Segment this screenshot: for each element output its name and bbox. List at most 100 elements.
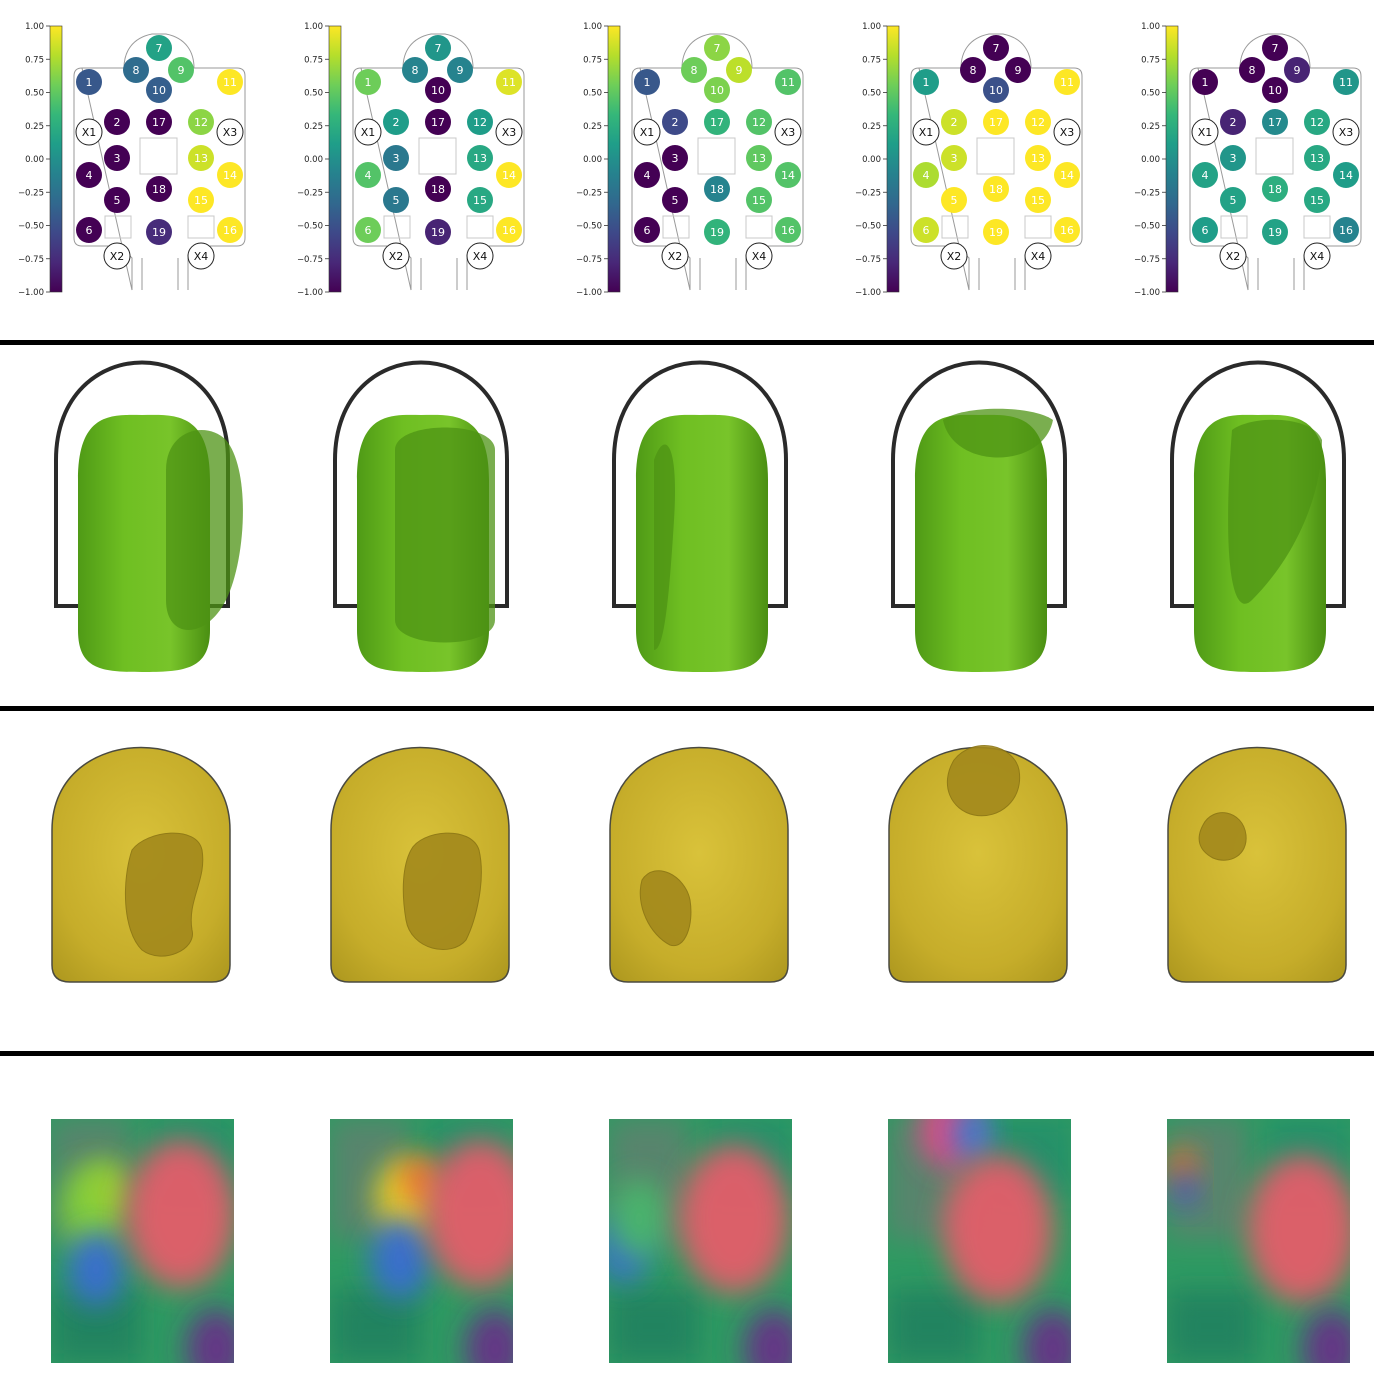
colorbar-tick-label: −0.25: [297, 188, 323, 198]
colorbar: [328, 25, 342, 293]
electrode-17: [146, 109, 172, 135]
colorbar-tick-label: 1.00: [25, 22, 44, 32]
electrode-17-label: 17: [152, 116, 166, 129]
colorbar-tick-label: −1.00: [855, 288, 881, 298]
electrode-8: [1239, 57, 1265, 83]
electrode-19: [146, 219, 172, 245]
reference-electrode-label: X2: [389, 250, 404, 263]
colorbar: [886, 25, 900, 293]
sensor-board-pad: [383, 215, 411, 239]
electrode-6: [913, 217, 939, 243]
electrode-4-label: 4: [1202, 169, 1209, 182]
electrode-9: [726, 57, 752, 83]
electrode-12-label: 12: [1031, 116, 1045, 129]
colorbar-tick-label: 0.25: [1141, 122, 1160, 132]
reference-electrode-label: X3: [502, 126, 517, 139]
color-field-hotspot: [186, 1308, 234, 1363]
reference-electrode-x3: [774, 118, 802, 146]
sensor-shading-region: [654, 444, 675, 650]
colorbar: [1165, 25, 1179, 293]
colorbar-tick-label: −0.50: [18, 222, 44, 232]
sensor-board-center-pad: [1255, 137, 1294, 175]
electrode-10-label: 10: [1268, 84, 1282, 97]
deformation-indentation: [639, 870, 692, 947]
color-field-hotspot: [1247, 1154, 1350, 1304]
row-separator-2: [0, 706, 1374, 711]
electrode-2-label: 2: [1230, 116, 1237, 129]
electrode-4-label: 4: [923, 169, 930, 182]
colorbar-tick-label: 1.00: [862, 22, 881, 32]
yellow-sensor-panel: [330, 746, 510, 983]
sensor-board-outline: [1189, 33, 1362, 291]
color-field-panel: [888, 1119, 1071, 1363]
color-field-hotspot: [1023, 1308, 1071, 1363]
electrode-4: [913, 162, 939, 188]
yellow-sensor-panel: [51, 746, 231, 983]
electrode-8: [681, 57, 707, 83]
reference-electrode-x4: [1303, 242, 1331, 270]
electrode-15-label: 15: [473, 194, 487, 207]
colorbar-tick-label: 0.75: [25, 55, 44, 65]
yellow-sensor-body: [888, 746, 1068, 983]
color-field-hotspot: [84, 1159, 128, 1219]
electrode-13-label: 13: [1310, 152, 1324, 165]
electrode-19: [704, 219, 730, 245]
color-field-hotspot: [943, 1154, 1053, 1304]
electrode-14: [775, 162, 801, 188]
electrode-map-panel: 1.00 0.75 0.50 0.25 0.00 −0.25 −0.50 −0.75 −1.00…: [576, 22, 804, 298]
electrode-7: [983, 35, 1009, 61]
deformation-indentation: [125, 832, 204, 957]
color-field-hotspot: [744, 1308, 792, 1363]
electrode-17-label: 17: [1268, 116, 1282, 129]
reference-electrode-x2: [940, 242, 968, 270]
electrode-6-label: 6: [923, 224, 930, 237]
sensor-board-slot: [420, 258, 458, 290]
colorbar-tick-label: 0.50: [304, 89, 323, 99]
deformation-indentation: [402, 832, 482, 950]
electrode-12: [1025, 109, 1051, 135]
reference-electrode-x1: [354, 118, 382, 146]
color-field-panel: [1167, 1119, 1350, 1363]
electrode-3-label: 3: [672, 152, 679, 165]
electrode-10-label: 10: [710, 84, 724, 97]
electrode-1: [634, 69, 660, 95]
deformation-indentation: [946, 745, 1021, 817]
finger-frame-outline: [333, 360, 509, 608]
green-sensor-body: [915, 414, 1047, 672]
electrode-16-label: 16: [1060, 224, 1074, 237]
electrode-11: [775, 69, 801, 95]
colorbar-tick-label: 0.75: [583, 55, 602, 65]
electrode-1-label: 1: [923, 76, 930, 89]
electrode-11-label: 11: [781, 76, 795, 89]
electrode-14: [1054, 162, 1080, 188]
sensor-board-slot: [978, 258, 1016, 290]
electrode-4: [76, 162, 102, 188]
electrode-16-label: 16: [1339, 224, 1353, 237]
electrode-12: [188, 109, 214, 135]
electrode-1: [355, 69, 381, 95]
reference-electrode-x1: [1191, 118, 1219, 146]
electrode-8: [123, 57, 149, 83]
reference-electrode-x1: [633, 118, 661, 146]
reference-electrode-label: X4: [752, 250, 767, 263]
electrode-1: [76, 69, 102, 95]
sensor-board-slot: [1257, 258, 1295, 290]
electrode-9-label: 9: [457, 64, 464, 77]
electrode-4-label: 4: [644, 169, 651, 182]
electrode-10: [1262, 77, 1288, 103]
electrode-3: [1220, 145, 1246, 171]
reference-electrode-label: X4: [1031, 250, 1046, 263]
reference-electrode-label: X2: [1226, 250, 1241, 263]
reference-electrode-x2: [661, 242, 689, 270]
electrode-3-label: 3: [114, 152, 121, 165]
electrode-17: [704, 109, 730, 135]
electrode-10-label: 10: [431, 84, 445, 97]
electrode-2: [662, 109, 688, 135]
electrode-2: [1220, 109, 1246, 135]
electrode-15-label: 15: [752, 194, 766, 207]
electrode-7-label: 7: [1272, 42, 1279, 55]
electrode-5-label: 5: [114, 194, 121, 207]
reference-electrode-label: X1: [82, 126, 97, 139]
color-field-hotspot: [126, 1139, 234, 1289]
electrode-15: [746, 187, 772, 213]
